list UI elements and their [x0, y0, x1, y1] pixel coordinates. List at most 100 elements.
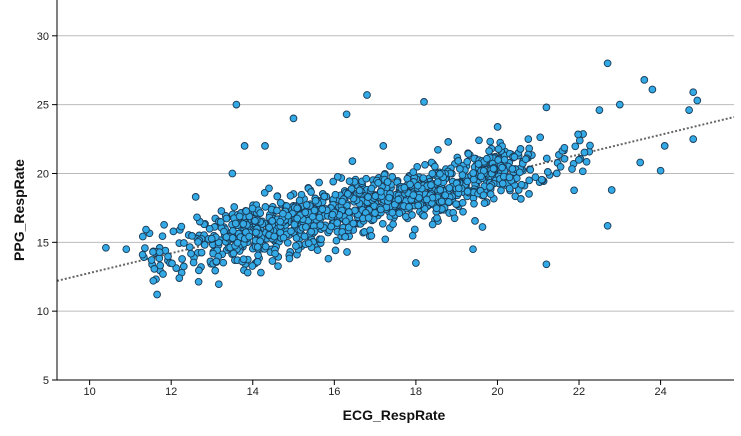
- data-point: [345, 177, 354, 186]
- data-point: [342, 110, 351, 119]
- data-point: [150, 265, 159, 273]
- data-point: [279, 233, 288, 242]
- data-point: [474, 160, 483, 168]
- data-point: [189, 258, 198, 267]
- x-tick-label: 14: [247, 386, 259, 398]
- data-point: [332, 236, 341, 245]
- data-point: [428, 169, 437, 178]
- data-point: [458, 198, 467, 207]
- data-point: [420, 211, 428, 220]
- x-tick-label: 12: [165, 386, 177, 398]
- data-point: [343, 190, 352, 198]
- data-point: [374, 178, 383, 187]
- data-point: [434, 145, 442, 154]
- data-point: [388, 208, 397, 217]
- data-point: [433, 214, 441, 222]
- data-point: [207, 234, 216, 243]
- data-point: [245, 232, 254, 241]
- data-point: [295, 196, 304, 205]
- data-point: [526, 165, 535, 174]
- data-point: [175, 274, 184, 282]
- data-point: [480, 199, 489, 208]
- data-point: [483, 154, 491, 163]
- data-point: [200, 241, 209, 249]
- data-point: [302, 223, 310, 231]
- data-point: [235, 212, 244, 221]
- data-point: [286, 191, 295, 200]
- y-tick-label: 15: [37, 237, 49, 249]
- data-point: [320, 192, 329, 201]
- data-point: [229, 226, 237, 235]
- data-point: [194, 277, 203, 286]
- data-point: [355, 186, 364, 195]
- data-point: [685, 106, 693, 114]
- data-point: [261, 203, 270, 211]
- data-point: [252, 228, 260, 237]
- data-point: [160, 220, 168, 229]
- data-point: [464, 150, 473, 158]
- y-tick-label: 5: [43, 375, 49, 387]
- data-point: [156, 261, 165, 270]
- data-point: [251, 216, 259, 225]
- data-point: [347, 185, 356, 193]
- data-point: [486, 137, 495, 146]
- data-point: [265, 184, 273, 193]
- data-point: [436, 170, 444, 178]
- data-point: [180, 239, 188, 247]
- data-point: [498, 179, 507, 188]
- data-point: [578, 167, 587, 176]
- data-point: [102, 243, 110, 252]
- data-point: [301, 208, 310, 217]
- data-point: [432, 204, 441, 213]
- data-point: [376, 205, 385, 214]
- data-point: [470, 199, 478, 208]
- data-point: [441, 191, 450, 200]
- data-point: [276, 217, 285, 226]
- data-point: [586, 141, 594, 150]
- data-point: [331, 190, 340, 199]
- data-point: [400, 183, 409, 192]
- y-axis-title: PPG_RespRate: [11, 159, 27, 261]
- data-point: [311, 196, 320, 205]
- data-point: [494, 156, 503, 164]
- data-point: [290, 220, 299, 229]
- data-point: [479, 191, 488, 200]
- data-point: [405, 203, 413, 211]
- data-point: [308, 212, 317, 221]
- data-point: [343, 248, 351, 256]
- data-point: [521, 155, 530, 164]
- data-point: [420, 98, 428, 106]
- data-point: [216, 218, 225, 226]
- data-point: [517, 180, 526, 189]
- data-point: [228, 169, 237, 178]
- data-point: [222, 233, 231, 241]
- data-point: [270, 232, 279, 241]
- data-point: [560, 143, 569, 152]
- data-point: [276, 198, 285, 207]
- data-point: [333, 172, 342, 181]
- data-point: [689, 135, 698, 143]
- data-point: [486, 190, 495, 199]
- data-point: [274, 262, 282, 270]
- x-tick-label: 10: [84, 386, 96, 398]
- data-point: [324, 254, 333, 263]
- data-point: [459, 207, 467, 216]
- data-point: [122, 245, 131, 254]
- data-point: [385, 193, 394, 202]
- data-point: [307, 227, 316, 236]
- data-point: [188, 232, 196, 240]
- data-point: [317, 235, 326, 244]
- data-point: [410, 225, 419, 234]
- data-point: [155, 248, 164, 257]
- data-point: [229, 249, 238, 258]
- data-point: [412, 259, 420, 267]
- data-point: [214, 280, 223, 289]
- data-point: [536, 133, 545, 142]
- data-point: [219, 258, 228, 267]
- data-point: [292, 242, 300, 250]
- data-point: [338, 197, 347, 206]
- data-point: [362, 174, 371, 183]
- data-point: [318, 205, 327, 214]
- data-point: [542, 154, 551, 163]
